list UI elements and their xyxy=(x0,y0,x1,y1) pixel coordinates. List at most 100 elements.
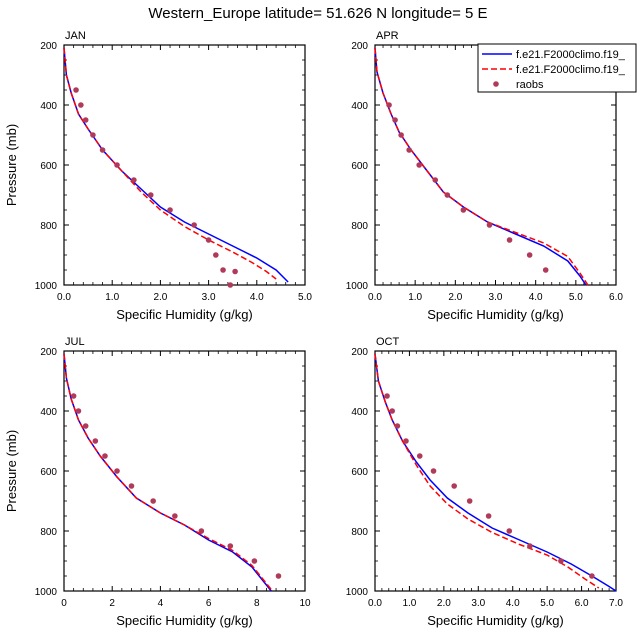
x-tick-label: 6.0 xyxy=(575,598,589,609)
raobs-point xyxy=(90,132,96,138)
x-axis-label: Specific Humidity (g/kg) xyxy=(116,613,253,628)
x-tick-label: 4 xyxy=(158,598,164,609)
y-tick-label: 800 xyxy=(351,221,368,232)
panel-jan: 0.0 1.0 2.0 3.0 4.0 5.0 200 400 600 800 1000 JAN Spe… xyxy=(4,30,312,322)
y-tick-label: 600 xyxy=(40,467,57,478)
raobs-point xyxy=(416,453,423,459)
raobs-point xyxy=(92,438,99,444)
x-tick-label: 5.0 xyxy=(540,598,554,609)
y-tick-label: 1000 xyxy=(346,281,369,292)
raobs-point xyxy=(275,573,282,579)
raobs-point xyxy=(406,147,412,153)
x-tick-label: 5.0 xyxy=(569,292,583,303)
plot-frame xyxy=(63,44,306,286)
y-tick-label: 200 xyxy=(40,41,57,52)
raobs-point xyxy=(99,147,106,153)
y-tick-label: 800 xyxy=(351,527,368,538)
x-tick-label: 0 xyxy=(61,598,67,609)
y-tick-label: 800 xyxy=(40,527,57,538)
x-tick-label: 2.0 xyxy=(448,292,462,303)
x-tick-label: 1.0 xyxy=(408,292,422,303)
y-tick-label: 200 xyxy=(351,347,368,358)
raobs-point xyxy=(78,102,84,108)
raobs-point xyxy=(527,543,533,549)
y-tick-label: 200 xyxy=(351,41,368,52)
raobs-point xyxy=(486,222,493,228)
x-tick-label: 3.0 xyxy=(489,292,503,303)
y-tick-label: 200 xyxy=(40,347,57,358)
legend-label: f.e21.F2000climo.f19_ xyxy=(516,64,626,76)
raobs-point xyxy=(384,393,390,399)
x-tick-label: 7.0 xyxy=(609,598,623,609)
raobs-point xyxy=(232,268,238,275)
raobs-point xyxy=(386,102,392,108)
raobs-point xyxy=(70,393,77,399)
raobs-point xyxy=(227,282,234,288)
series-line-model-b xyxy=(374,47,589,286)
raobs-point xyxy=(198,528,205,534)
raobs-point xyxy=(150,498,156,504)
raobs-point xyxy=(506,528,513,534)
y-tick-label: 400 xyxy=(351,101,368,112)
x-axis-label: Specific Humidity (g/kg) xyxy=(116,307,253,322)
raobs-point xyxy=(251,558,258,564)
y-tick-label: 400 xyxy=(40,101,57,112)
x-tick-label: 8 xyxy=(254,598,260,609)
plot-frame xyxy=(374,350,617,592)
y-tick-label: 400 xyxy=(351,407,368,418)
y-tick-label: 1000 xyxy=(35,587,58,598)
x-tick-label: 4.0 xyxy=(529,292,543,303)
raobs-point xyxy=(451,483,457,489)
x-tick-label: 1.0 xyxy=(105,292,119,303)
y-tick-label: 1000 xyxy=(35,281,58,292)
x-tick-label: 0.0 xyxy=(368,292,382,303)
raobs-point xyxy=(213,252,219,258)
panels-group: 0.0 1.0 2.0 3.0 4.0 5.0 200 400 600 800 1000 JAN Spe… xyxy=(4,30,623,628)
y-axis-label: Pressure (mb) xyxy=(4,124,19,206)
raobs-point xyxy=(392,117,398,123)
x-tick-label: 2.0 xyxy=(153,292,167,303)
x-tick-label: 10 xyxy=(299,598,311,609)
raobs-point xyxy=(131,177,137,183)
raobs-point xyxy=(460,207,467,213)
y-tick-label: 600 xyxy=(351,161,368,172)
raobs-point xyxy=(542,267,549,273)
raobs-point xyxy=(506,237,513,243)
raobs-point xyxy=(416,162,422,168)
x-tick-label: 3.0 xyxy=(202,292,216,303)
legend-label: raobs xyxy=(516,79,544,91)
raobs-point xyxy=(147,192,154,198)
y-tick-label: 600 xyxy=(40,161,57,172)
panel-oct: 0.0 1.0 2.0 3.0 4.0 5.0 6.0 7.0 200 400 600 800 1000… xyxy=(346,336,624,628)
y-tick-label: 400 xyxy=(40,407,57,418)
panel-apr: 0.0 1.0 2.0 3.0 4.0 5.0 6.0 200 400 600 800 1000 APR… xyxy=(346,30,624,322)
x-tick-label: 2.0 xyxy=(437,598,451,609)
x-tick-label: 6.0 xyxy=(609,292,623,303)
raobs-point xyxy=(227,543,234,549)
x-tick-label: 5.0 xyxy=(298,292,312,303)
x-tick-label: 2 xyxy=(109,598,115,609)
raobs-point xyxy=(485,513,492,519)
raobs-point xyxy=(205,237,212,243)
raobs-point xyxy=(526,252,533,258)
series-line-model-a xyxy=(63,47,289,283)
series-line-model-a xyxy=(374,353,617,592)
x-tick-label: 3.0 xyxy=(471,598,485,609)
raobs-point xyxy=(432,177,439,183)
raobs-point xyxy=(114,162,120,168)
raobs-point xyxy=(167,207,173,213)
raobs-point xyxy=(73,87,79,93)
legend-marker-raobs xyxy=(493,81,499,87)
x-tick-label: 4.0 xyxy=(506,598,520,609)
raobs-point xyxy=(394,423,401,429)
raobs-point xyxy=(430,468,437,474)
raobs-point xyxy=(558,558,564,564)
x-tick-label: 4.0 xyxy=(250,292,264,303)
plot-frame xyxy=(63,350,306,592)
raobs-point xyxy=(389,408,396,414)
x-tick-label: 0.0 xyxy=(368,598,382,609)
legend: f.e21.F2000climo.f19_ f.e21.F2000climo.f1… xyxy=(477,43,637,93)
raobs-point xyxy=(82,117,89,123)
raobs-point xyxy=(75,408,82,414)
panel-jul: 0 2 4 6 8 10 200 400 600 800 1000 JUL Specific Humid… xyxy=(4,336,311,628)
